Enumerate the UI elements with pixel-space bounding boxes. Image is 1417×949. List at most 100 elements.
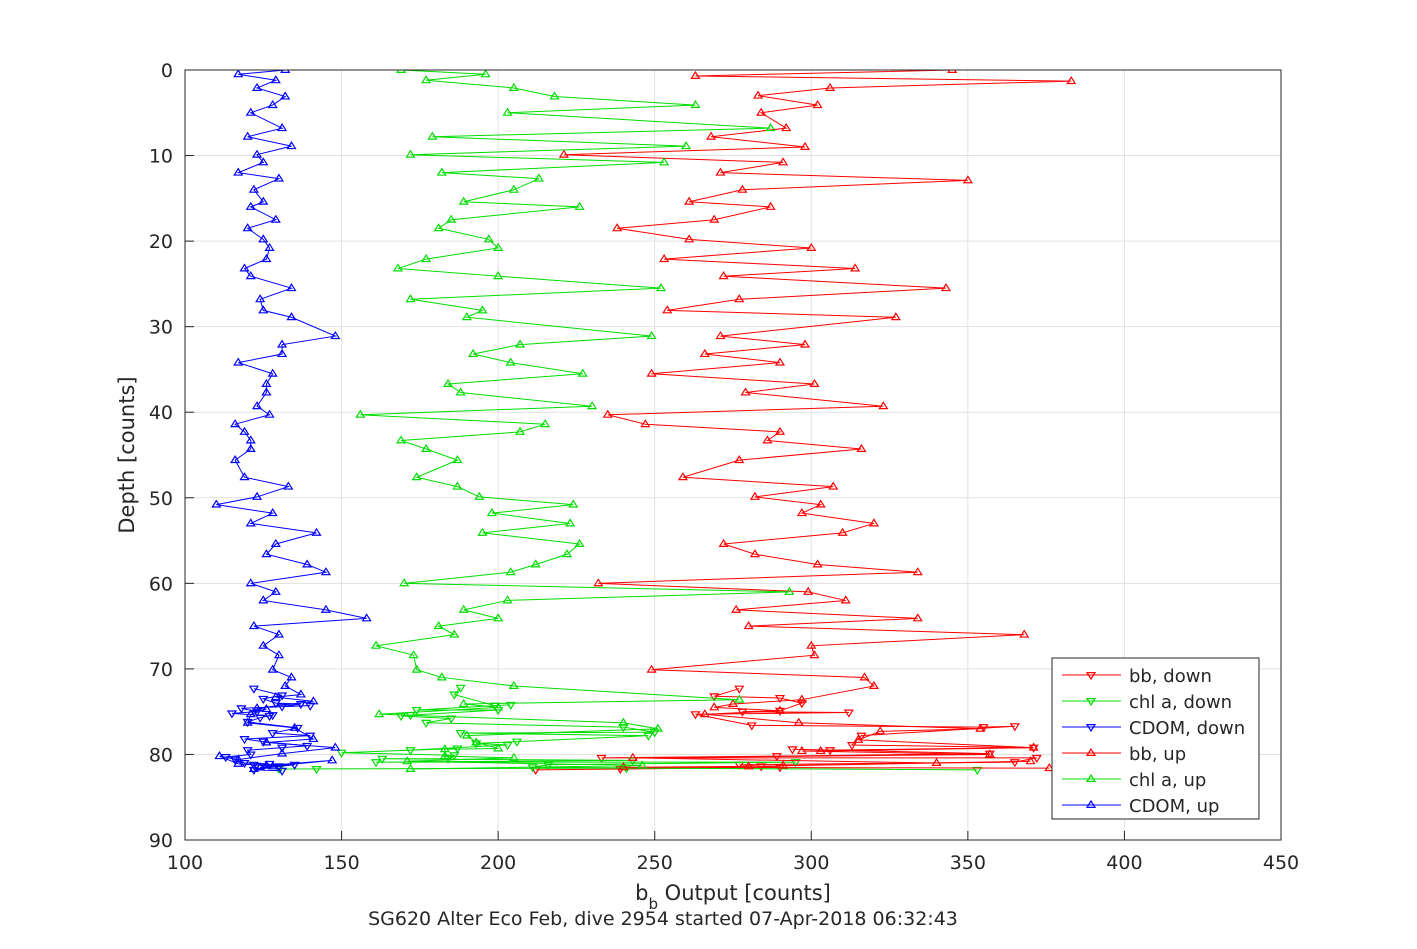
- y-tick-label: 20: [149, 231, 173, 253]
- data-point: [289, 761, 300, 770]
- data-point: [1025, 756, 1036, 765]
- data-point: [530, 559, 541, 568]
- series-line: [216, 70, 367, 770]
- data-point: [273, 173, 285, 182]
- data-point: [433, 620, 444, 630]
- data-point: [637, 760, 648, 769]
- data-point: [549, 91, 560, 100]
- data-point: [255, 762, 266, 771]
- data-point: [226, 710, 238, 719]
- data-point: [774, 705, 786, 714]
- series-bb-up: [558, 70, 1077, 772]
- data-point: [261, 703, 272, 713]
- legend-label: chl a, down: [1129, 692, 1232, 713]
- data-point: [1028, 742, 1039, 751]
- data-point: [627, 752, 638, 761]
- x-tick-label: 250: [637, 852, 673, 874]
- data-point: [514, 426, 526, 435]
- data-point: [245, 201, 256, 210]
- data-point: [781, 123, 792, 132]
- data-point: [442, 378, 454, 387]
- data-point: [258, 695, 269, 704]
- data-point: [856, 732, 867, 741]
- data-point: [242, 131, 253, 140]
- data-point: [251, 82, 263, 91]
- data-point: [283, 481, 294, 490]
- data-point: [533, 173, 544, 182]
- legend-marker-swatch: [1085, 697, 1097, 707]
- data-point: [411, 706, 422, 716]
- data-point: [273, 650, 285, 659]
- data-point: [261, 387, 272, 396]
- legend-marker-swatch: [1085, 747, 1097, 757]
- data-point: [508, 680, 519, 690]
- data-point: [455, 387, 466, 396]
- data-point: [264, 242, 275, 251]
- data-point: [765, 123, 776, 132]
- y-tick-label: 0: [161, 60, 173, 82]
- data-point: [978, 724, 989, 733]
- series-layer: [211, 70, 1077, 776]
- data-point: [436, 167, 447, 176]
- data-point: [245, 443, 256, 453]
- data-point: [302, 742, 313, 752]
- data-point: [890, 312, 901, 321]
- data-point: [286, 283, 297, 292]
- data-point: [261, 760, 272, 769]
- data-point: [878, 401, 889, 410]
- data-point: [677, 472, 688, 481]
- data-point: [264, 409, 275, 418]
- data-point: [289, 722, 300, 731]
- data-point: [727, 698, 739, 707]
- legend-item: CDOM, up: [1062, 796, 1219, 817]
- data-point: [280, 91, 291, 100]
- data-point: [421, 719, 432, 728]
- axis-ticks: 100 150 200 250 300 350 400 450 0 10 20 30 40 50 60 70 8…: [149, 60, 1299, 874]
- data-point: [812, 559, 823, 568]
- data-point: [355, 409, 366, 418]
- data-point: [972, 766, 983, 775]
- x-tick-label: 350: [950, 852, 986, 874]
- data-point: [276, 339, 288, 348]
- data-point: [295, 700, 306, 710]
- data-point: [267, 730, 278, 739]
- data-point: [709, 702, 720, 711]
- data-point: [421, 75, 432, 84]
- data-point: [511, 738, 523, 747]
- data-point: [774, 694, 786, 704]
- data-point: [411, 664, 422, 673]
- data-point: [258, 196, 269, 205]
- data-point: [255, 714, 266, 723]
- data-point: [267, 508, 278, 517]
- data-point: [1044, 763, 1055, 772]
- data-point: [690, 99, 701, 109]
- legend-label: bb, down: [1129, 666, 1212, 687]
- data-point: [931, 757, 942, 767]
- data-point: [574, 201, 585, 210]
- legend-marker-swatch: [1085, 671, 1097, 681]
- data-point: [273, 629, 285, 638]
- data-point: [734, 294, 745, 303]
- y-tick-label: 80: [149, 744, 173, 766]
- data-point: [514, 339, 526, 348]
- data-point: [734, 455, 745, 464]
- data-point: [286, 141, 297, 150]
- legend-item: chl a, down: [1062, 692, 1232, 713]
- data-point: [505, 357, 516, 366]
- data-point: [248, 763, 259, 772]
- data-point: [327, 755, 338, 764]
- data-point: [796, 694, 807, 703]
- data-point: [806, 242, 817, 251]
- legend-label: bb, up: [1129, 744, 1186, 765]
- data-point: [828, 481, 839, 490]
- data-point: [270, 586, 281, 595]
- data-point: [684, 234, 695, 243]
- data-point: [731, 604, 742, 613]
- data-point: [245, 271, 256, 280]
- data-point: [308, 696, 319, 705]
- data-point: [912, 613, 923, 622]
- data-point: [947, 70, 958, 74]
- data-point: [436, 672, 447, 681]
- data-point: [1066, 75, 1077, 85]
- data-point: [336, 749, 347, 758]
